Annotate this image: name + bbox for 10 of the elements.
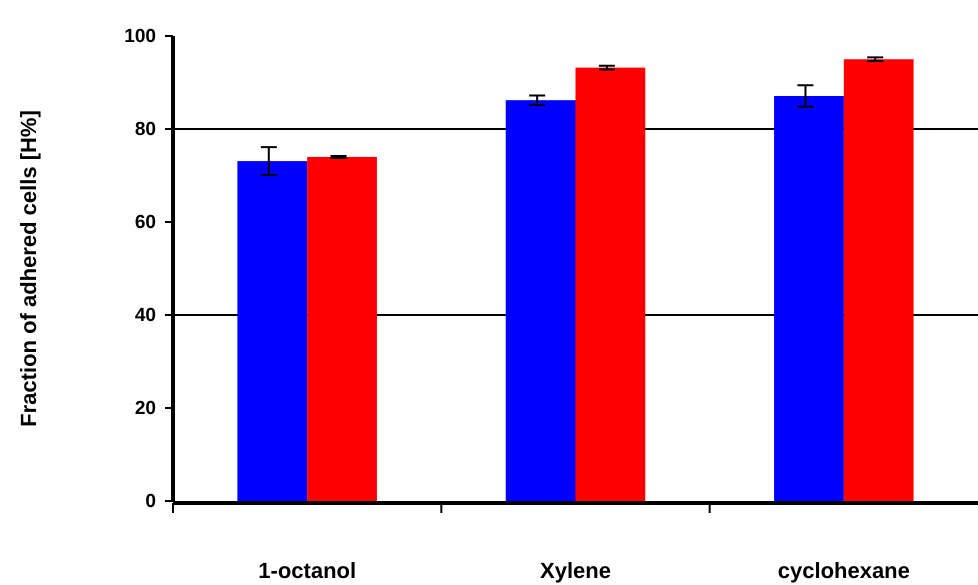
x-tick-label: cyclohexane	[778, 558, 910, 583]
x-tick-label: 1-octanol	[258, 558, 356, 583]
x-tick-label: Xylene	[540, 558, 611, 583]
y-tick-label: 80	[134, 119, 156, 140]
y-tick-label: 100	[124, 26, 156, 48]
y-tick-label: 0	[145, 491, 156, 512]
y-axis-title: Fraction of adhered cells [H%]	[16, 110, 41, 427]
y-tick-label: 20	[134, 398, 156, 420]
y-tick-label: 60	[134, 212, 156, 234]
y-tick-label: 40	[134, 305, 156, 326]
